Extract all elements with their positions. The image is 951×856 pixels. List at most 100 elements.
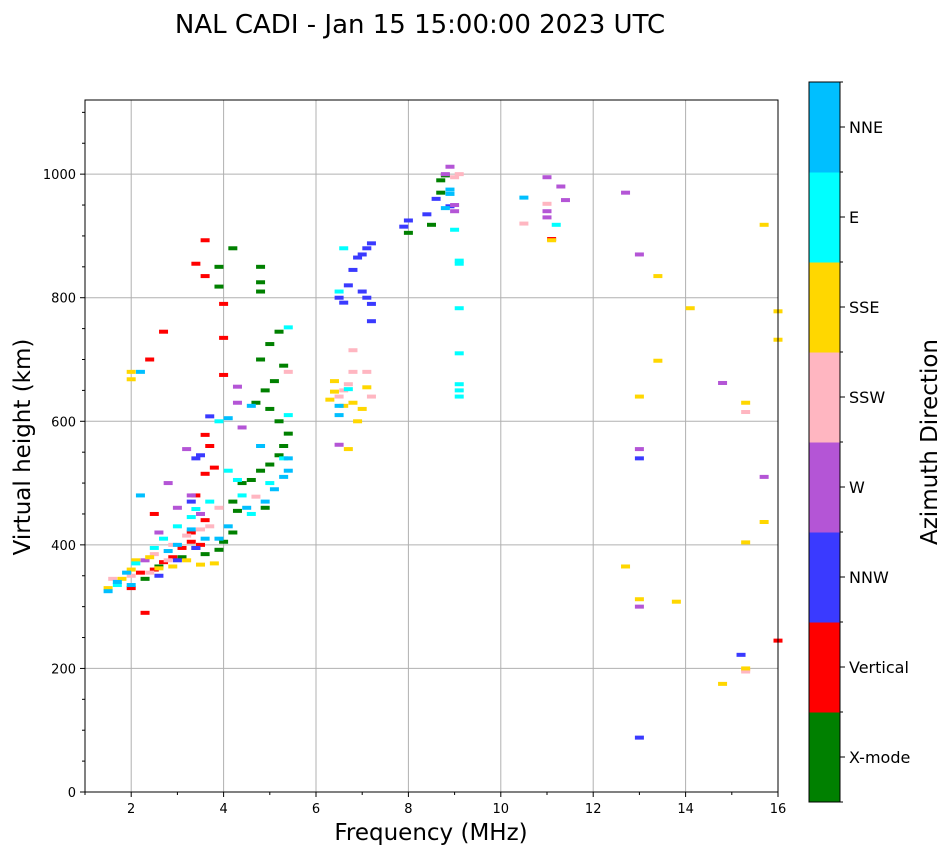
data-point-w — [445, 164, 455, 169]
data-point-x-mode — [283, 431, 293, 436]
y-axis-label: Virtual height (km) — [10, 339, 36, 556]
data-point-sse — [353, 419, 363, 424]
data-point-x-mode — [265, 342, 275, 347]
colorbar-swatch-ssw — [809, 352, 840, 443]
data-point-sse — [209, 561, 219, 566]
data-point-sse — [325, 397, 335, 402]
y-tick-label: 1000 — [43, 168, 76, 183]
data-point-x-mode — [200, 552, 210, 557]
colorbar-swatch-nne — [809, 82, 840, 173]
y-tick-label: 0 — [68, 786, 76, 801]
data-point-ssw — [145, 570, 155, 575]
data-point-w — [560, 198, 570, 203]
plot-area: 2 4 6 8 10 12 14 16 0 200 400 600 800 1000 — [43, 99, 786, 817]
data-point-nnw — [339, 300, 349, 305]
data-point-nnw — [362, 246, 372, 251]
colorbar-label: Azimuth Direction — [917, 339, 943, 545]
data-point-nnw — [362, 295, 372, 300]
data-point-w — [542, 209, 552, 214]
data-point-x-mode — [265, 406, 275, 411]
data-point-w — [163, 481, 173, 486]
data-point-w — [634, 604, 644, 609]
data-point-w — [232, 384, 242, 389]
data-point-vertical — [149, 511, 159, 516]
data-point-sse — [547, 238, 557, 243]
data-point-ssw — [108, 576, 118, 581]
data-point-sse — [126, 377, 136, 382]
data-point-vertical — [140, 610, 150, 615]
data-point-nnw — [366, 319, 376, 324]
data-point-e — [223, 468, 233, 473]
data-point-w — [182, 447, 192, 452]
data-point-x-mode — [256, 357, 266, 362]
data-point-e — [112, 583, 122, 588]
colorbar-tick-label: NNW — [849, 568, 889, 587]
data-point-ssw — [126, 573, 136, 578]
x-tick-label: 8 — [404, 802, 412, 817]
data-point-e — [205, 499, 215, 504]
data-point-vertical — [200, 471, 210, 476]
data-point-nnw — [422, 212, 432, 217]
colorbar-tick-label: Vertical — [849, 658, 909, 677]
data-point-sse — [145, 555, 155, 560]
data-point-x-mode — [214, 284, 224, 289]
data-point-nne — [112, 579, 122, 584]
data-point-ssw — [214, 505, 224, 510]
data-point-nne — [163, 549, 173, 554]
data-point-w — [154, 530, 164, 535]
data-point-nne — [334, 403, 344, 408]
data-point-vertical — [186, 530, 196, 535]
data-point-sse — [671, 599, 681, 604]
data-point-nne — [445, 187, 455, 192]
data-point-w — [542, 175, 552, 180]
data-point-sse — [653, 358, 663, 363]
colorbar-swatch-nnw — [809, 532, 840, 623]
colorbar-swatch-x-mode — [809, 712, 840, 803]
data-point-sse — [741, 400, 751, 405]
data-point-e — [334, 289, 344, 294]
data-point-ssw — [163, 558, 173, 563]
data-point-nnw — [191, 545, 201, 550]
data-point-nne — [103, 589, 113, 594]
data-point-x-mode — [256, 468, 266, 473]
data-point-ssw — [196, 527, 205, 532]
data-point-w — [140, 558, 150, 563]
data-point-vertical — [191, 493, 201, 498]
data-point-e — [283, 325, 293, 330]
data-point-nnw — [172, 558, 182, 563]
y-tick-label: 200 — [51, 662, 76, 677]
data-point-ssw — [348, 348, 358, 353]
colorbar-swatch-e — [809, 172, 840, 263]
data-point-nnw — [196, 453, 205, 458]
colorbar-tick-label: W — [849, 478, 865, 497]
data-point-vertical — [200, 432, 210, 437]
data-point-nne — [214, 536, 224, 541]
data-point-e — [454, 258, 464, 263]
data-point-vertical — [149, 567, 159, 572]
data-point-ssw — [519, 221, 529, 226]
colorbar-tick-label: NNE — [849, 118, 883, 137]
data-point-vertical — [159, 329, 169, 334]
data-point-nne — [135, 493, 145, 498]
data-point-nne — [223, 524, 233, 529]
data-point-x-mode — [265, 462, 275, 467]
data-point-w — [759, 474, 769, 479]
data-point-sse — [685, 306, 695, 311]
data-point-x-mode — [269, 379, 279, 384]
data-point-nne — [122, 570, 132, 575]
data-point-sse — [182, 558, 192, 563]
data-point-w — [186, 493, 196, 498]
data-point-sse — [168, 564, 178, 569]
data-point-x-mode — [251, 400, 261, 405]
data-point-x-mode — [214, 547, 224, 552]
data-point-x-mode — [260, 388, 270, 393]
data-point-sse — [117, 576, 127, 581]
data-point-vertical — [200, 274, 210, 279]
data-point-ssw — [348, 369, 358, 374]
data-point-x-mode — [232, 508, 242, 513]
data-point-sse — [339, 403, 349, 408]
data-point-ssw — [205, 524, 215, 529]
data-point-x-mode — [260, 505, 270, 510]
data-point-w — [450, 209, 460, 214]
data-point-ssw — [450, 175, 460, 180]
